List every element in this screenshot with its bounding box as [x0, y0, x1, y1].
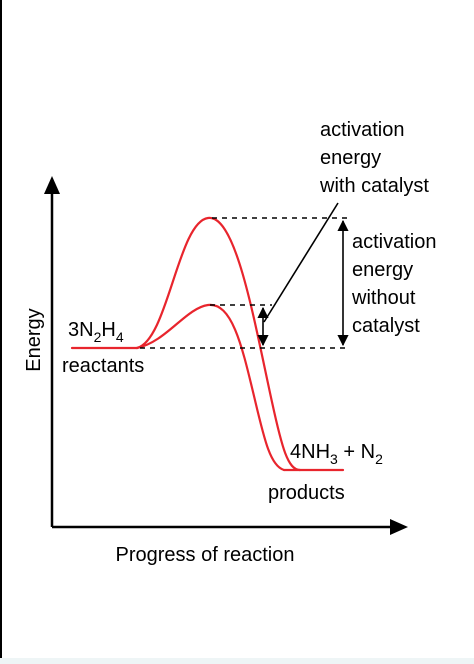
reactants-subscript-2: 4 — [116, 329, 124, 345]
reactants-label: reactants — [62, 355, 144, 377]
products-coef: 4 — [290, 441, 301, 463]
products-subscript-1: 3 — [330, 451, 338, 467]
products-label: products — [268, 482, 345, 504]
annotation-without-catalyst-line-3: without — [351, 287, 416, 309]
products-element-1: NH — [301, 441, 330, 463]
y-axis-label: Energy — [23, 308, 45, 371]
x-axis-label: Progress of reaction — [116, 544, 295, 566]
x-axis-arrow-icon — [390, 519, 408, 535]
annotation-without-catalyst-line-1: activation — [352, 231, 437, 253]
products-element-2: N — [361, 441, 375, 463]
products-formula: 4NH3 + N2 — [290, 441, 383, 467]
reactants-element-2: H — [101, 319, 115, 341]
annotation-without-catalyst-line-4: catalyst — [352, 315, 420, 337]
energy-arrows — [257, 202, 349, 347]
annotation-without-catalyst: activation energy without catalyst — [351, 231, 437, 337]
reference-lines — [140, 217, 348, 349]
annotation-without-catalyst-line-2: energy — [352, 259, 413, 281]
products-subscript-2: 2 — [375, 451, 383, 467]
y-axis-arrow-icon — [44, 176, 60, 194]
annotation-with-catalyst-line-1: activation — [320, 119, 405, 141]
pointer-line-with-catalyst — [263, 202, 339, 323]
curve-with-catalyst — [135, 303, 286, 472]
annotation-with-catalyst: activation energy with catalyst — [319, 119, 429, 197]
energy-curves — [70, 216, 345, 472]
reactants-formula: 3N2H4 — [68, 319, 124, 345]
products-plus: + — [338, 441, 361, 463]
axes — [44, 176, 408, 535]
bottom-strip — [0, 658, 474, 664]
curve-without-catalyst — [135, 216, 302, 472]
reactants-element-1: N — [79, 319, 93, 341]
reactants-coef: 3 — [68, 319, 79, 341]
reactants-subscript-1: 2 — [94, 329, 102, 345]
annotation-with-catalyst-line-2: energy — [320, 147, 381, 169]
annotation-with-catalyst-line-3: with catalyst — [319, 175, 429, 197]
